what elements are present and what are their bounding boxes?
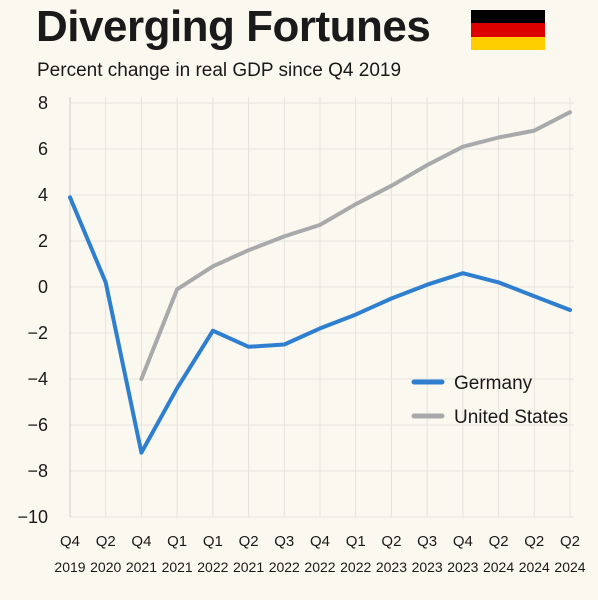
x-tick-label-quarter: Q3 — [417, 533, 437, 550]
x-tick-label-quarter: Q2 — [239, 533, 259, 550]
chart-subtitle: Percent change in real GDP since Q4 2019 — [37, 60, 402, 81]
x-tick-label-quarter: Q4 — [310, 533, 330, 550]
y-tick-label: 4 — [38, 185, 48, 205]
x-tick-label-year: 2024 — [554, 559, 585, 575]
x-tick-label-year: 2022 — [269, 559, 300, 575]
grid-lines — [69, 97, 574, 518]
x-tick-label-year: 2024 — [519, 559, 550, 575]
x-tick-label-quarter: Q2 — [381, 533, 401, 550]
x-tick-label-year: 2022 — [197, 559, 228, 575]
y-tick-label: 0 — [38, 277, 48, 297]
x-tick-label-quarter: Q4 — [131, 533, 151, 550]
y-tick-label: −6 — [27, 415, 48, 435]
y-tick-label: −2 — [27, 323, 48, 343]
x-tick-label-quarter: Q1 — [203, 533, 223, 550]
flag-stripe-black — [471, 10, 545, 24]
x-tick-label-quarter: Q2 — [524, 533, 544, 550]
y-tick-label: −8 — [27, 461, 48, 481]
x-tick-label-quarter: Q1 — [167, 533, 187, 550]
legend-label-united-states: United States — [454, 407, 568, 428]
flag-stripe-red — [471, 23, 545, 37]
y-tick-label: −10 — [17, 507, 48, 527]
x-tick-label-year: 2023 — [376, 559, 407, 575]
x-tick-label-year: 2021 — [233, 559, 264, 575]
flag-stripe-gold — [471, 36, 545, 50]
legend: Germany United States — [411, 373, 568, 428]
x-tick-label-quarter: Q2 — [96, 533, 116, 550]
x-axis-tick-labels: Q4 2019 Q2 2020 Q4 2021 Q1 2021 Q1 2022 Q2 2021 Q3 20… — [54, 533, 585, 575]
x-tick-label-year: 2021 — [162, 559, 193, 575]
x-tick-label-quarter: Q2 — [560, 533, 580, 550]
x-tick-label-quarter: Q2 — [489, 533, 509, 550]
x-tick-label-year: 2023 — [412, 559, 443, 575]
x-tick-label-quarter: Q3 — [274, 533, 294, 550]
x-tick-label-year: 2022 — [304, 559, 335, 575]
y-tick-label: −4 — [27, 369, 48, 389]
x-tick-label-year: 2022 — [340, 559, 371, 575]
legend-label-germany: Germany — [454, 373, 533, 394]
x-tick-label-year: 2019 — [54, 559, 85, 575]
y-tick-label: 2 — [38, 231, 48, 251]
x-tick-label-year: 2024 — [483, 559, 514, 575]
series-line-germany — [68, 195, 572, 455]
x-tick-label-quarter: Q1 — [346, 533, 366, 550]
x-tick-label-year: 2023 — [447, 559, 478, 575]
x-tick-label-year: 2021 — [126, 559, 157, 575]
x-tick-label-quarter: Q4 — [453, 533, 473, 550]
chart-title: Diverging Fortunes — [36, 2, 431, 51]
y-axis-tick-labels: 8 6 4 2 0 −2 −4 −6 −8 −10 — [17, 93, 48, 527]
series-lines — [68, 110, 572, 455]
x-tick-label-quarter: Q4 — [60, 533, 80, 550]
y-tick-label: 8 — [38, 93, 48, 113]
y-tick-label: 6 — [38, 139, 48, 159]
series-line-united-states — [139, 110, 572, 381]
x-tick-label-year: 2020 — [90, 559, 121, 575]
germany-flag-icon — [471, 10, 545, 50]
